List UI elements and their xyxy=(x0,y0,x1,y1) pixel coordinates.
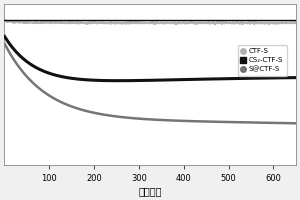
S@CTF-S xyxy=(205,120,209,123)
CTF-S xyxy=(294,21,298,23)
S@CTF-S xyxy=(190,120,193,122)
S@CTF-S xyxy=(209,120,213,123)
Line: CS₂-CTF-S: CS₂-CTF-S xyxy=(4,36,296,81)
S@CTF-S xyxy=(3,43,6,45)
CTF-S xyxy=(210,22,213,24)
CS₂-CTF-S xyxy=(210,78,213,80)
CS₂-CTF-S xyxy=(232,77,235,80)
CTF-S xyxy=(3,19,6,22)
S@CTF-S xyxy=(231,121,235,123)
CS₂-CTF-S xyxy=(294,76,298,79)
CS₂-CTF-S xyxy=(206,78,209,80)
CS₂-CTF-S xyxy=(80,78,84,81)
CTF-S xyxy=(206,21,209,24)
S@CTF-S xyxy=(294,122,298,124)
CTF-S xyxy=(190,22,194,24)
Line: S@CTF-S: S@CTF-S xyxy=(4,44,296,123)
S@CTF-S xyxy=(80,109,84,111)
CTF-S xyxy=(148,22,152,24)
CS₂-CTF-S xyxy=(148,79,152,82)
CTF-S xyxy=(81,22,85,24)
CS₂-CTF-S xyxy=(3,35,6,38)
Legend: CTF-S, CS₂-CTF-S, S@CTF-S: CTF-S, CS₂-CTF-S, S@CTF-S xyxy=(238,45,286,76)
CTF-S xyxy=(4,19,8,22)
CS₂-CTF-S xyxy=(190,78,194,81)
S@CTF-S xyxy=(147,118,151,121)
X-axis label: 循环次数: 循环次数 xyxy=(138,186,162,196)
CTF-S xyxy=(232,21,235,24)
CTF-S xyxy=(267,23,271,25)
Line: CTF-S: CTF-S xyxy=(4,21,296,24)
CS₂-CTF-S xyxy=(117,79,120,82)
